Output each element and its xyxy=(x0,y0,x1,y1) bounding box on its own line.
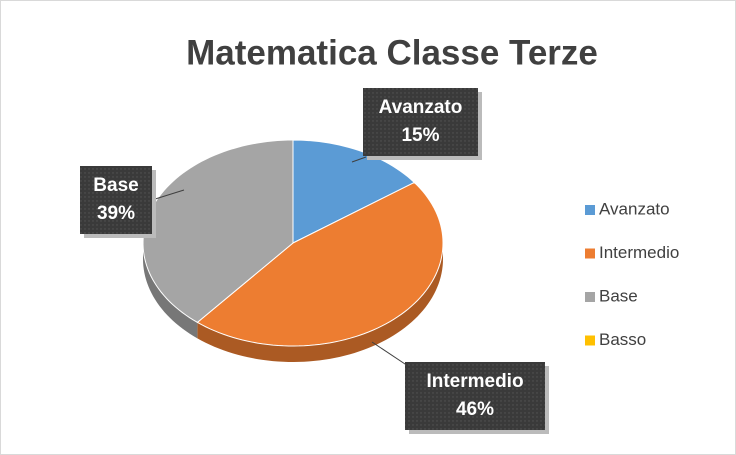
legend-label: Avanzato xyxy=(599,199,670,218)
label-category: Avanzato xyxy=(379,97,463,118)
leader-line xyxy=(151,189,185,201)
leader-line xyxy=(371,341,409,367)
legend-label: Intermedio xyxy=(599,243,679,262)
legend-label: Basso xyxy=(599,330,646,349)
legend-swatch xyxy=(585,205,595,215)
label-box xyxy=(80,166,152,234)
label-value: 15% xyxy=(401,125,439,146)
pie-side xyxy=(197,243,443,362)
label-box xyxy=(405,362,545,430)
label-category: Intermedio xyxy=(426,371,523,392)
legend-label: Base xyxy=(599,286,638,305)
pie-side xyxy=(143,243,198,339)
label-category: Base xyxy=(93,175,138,196)
pie-slice xyxy=(292,139,416,244)
label-value: 46% xyxy=(456,399,494,420)
legend-swatch xyxy=(585,248,595,259)
legend-swatch xyxy=(585,292,595,302)
chart-title: Matematica Classe Terze xyxy=(186,33,598,72)
pie-slice xyxy=(196,181,444,347)
leader-line xyxy=(351,156,367,163)
label-value: 39% xyxy=(97,203,135,224)
legend-swatch xyxy=(585,335,595,346)
label-box xyxy=(363,88,478,156)
